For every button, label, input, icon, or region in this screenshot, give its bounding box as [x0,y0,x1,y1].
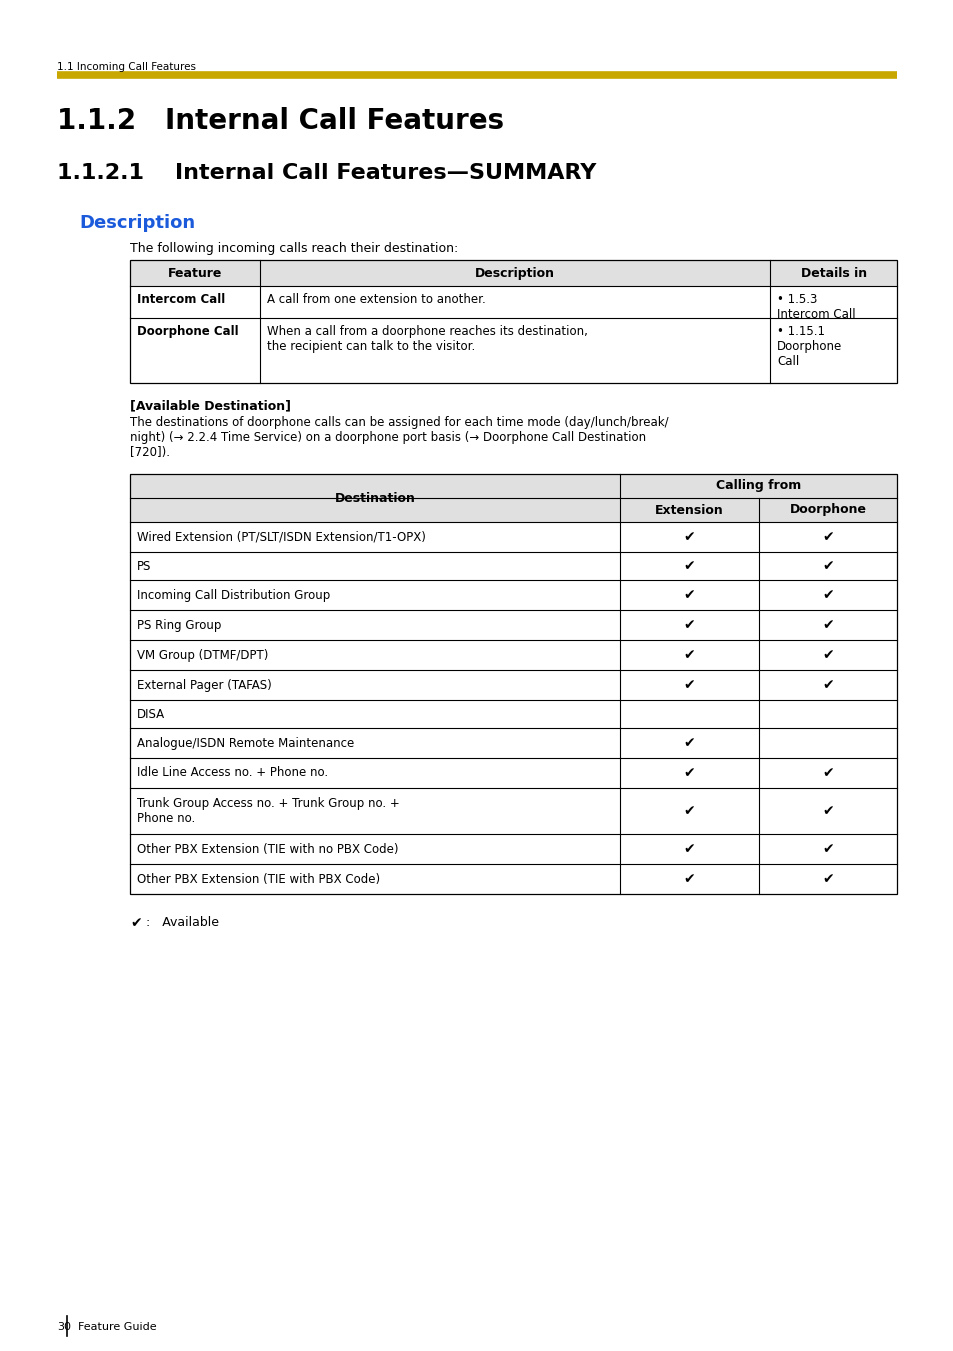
Text: ✔: ✔ [683,871,695,886]
Text: Wired Extension (PT/SLT/ISDN Extension/T1-OPX): Wired Extension (PT/SLT/ISDN Extension/T… [137,531,425,543]
Text: ✔: ✔ [683,559,695,573]
Text: ✔: ✔ [821,648,834,662]
Text: • 1.15.1
Doorphone
Call: • 1.15.1 Doorphone Call [776,326,841,367]
Text: PS: PS [137,559,152,573]
Text: Destination: Destination [335,492,415,504]
Bar [130,259,896,286]
Text: ✔: ✔ [683,842,695,857]
Text: External Pager (TAFAS): External Pager (TAFAS) [137,678,272,692]
Text: ✔: ✔ [130,916,141,929]
Text: ✔: ✔ [683,617,695,632]
Text: The following incoming calls reach their destination:: The following incoming calls reach their… [130,242,457,255]
Text: ✔: ✔ [683,804,695,817]
Text: Idle Line Access no. + Phone no.: Idle Line Access no. + Phone no. [137,766,328,780]
Text: ✔: ✔ [821,678,834,692]
Text: When a call from a doorphone reaches its destination,
the recipient can talk to : When a call from a doorphone reaches its… [267,326,587,353]
Text: ✔: ✔ [821,588,834,603]
Text: 1.1.2.1    Internal Call Features—SUMMARY: 1.1.2.1 Internal Call Features—SUMMARY [57,163,596,182]
Text: Trunk Group Access no. + Trunk Group no. +
Phone no.: Trunk Group Access no. + Trunk Group no.… [137,797,399,825]
Text: ✔: ✔ [683,530,695,544]
Text: 1.1 Incoming Call Features: 1.1 Incoming Call Features [57,62,195,72]
Text: Doorphone Call: Doorphone Call [137,326,238,338]
Bar [130,474,896,894]
Text: • 1.5.3
Intercom Call: • 1.5.3 Intercom Call [776,293,855,322]
Text: Feature: Feature [168,267,222,280]
Text: Intercom Call: Intercom Call [137,293,225,305]
Text: ✔: ✔ [821,871,834,886]
Text: The destinations of doorphone calls can be assigned for each time mode (day/lunc: The destinations of doorphone calls can … [130,416,668,459]
Bar [130,259,896,382]
Text: Analogue/ISDN Remote Maintenance: Analogue/ISDN Remote Maintenance [137,736,354,750]
Text: Calling from: Calling from [716,480,801,493]
Text: ✔: ✔ [683,588,695,603]
Text: ✔: ✔ [821,842,834,857]
Text: 1.1.2   Internal Call Features: 1.1.2 Internal Call Features [57,107,503,135]
Bar [130,499,896,521]
Text: Other PBX Extension (TIE with no PBX Code): Other PBX Extension (TIE with no PBX Cod… [137,843,398,855]
Text: ✔: ✔ [821,766,834,780]
Text: A call from one extension to another.: A call from one extension to another. [267,293,485,305]
Text: DISA: DISA [137,708,165,720]
Bar [130,259,896,382]
Text: Incoming Call Distribution Group: Incoming Call Distribution Group [137,589,330,601]
Text: :   Available: : Available [146,916,219,929]
Text: Other PBX Extension (TIE with PBX Code): Other PBX Extension (TIE with PBX Code) [137,873,379,885]
Text: Description: Description [475,267,555,280]
Text: Description: Description [79,213,195,232]
Text: PS Ring Group: PS Ring Group [137,619,221,631]
Text: Extension: Extension [655,504,723,516]
Text: ✔: ✔ [821,530,834,544]
Text: ✔: ✔ [821,617,834,632]
Text: ✔: ✔ [683,736,695,750]
Text: VM Group (DTMF/DPT): VM Group (DTMF/DPT) [137,648,268,662]
Bar [130,474,896,499]
Text: ✔: ✔ [821,804,834,817]
Text: Details in: Details in [801,267,866,280]
Text: ✔: ✔ [683,678,695,692]
Text: [Available Destination]: [Available Destination] [130,399,291,412]
Text: ✔: ✔ [683,766,695,780]
Text: ✔: ✔ [683,648,695,662]
Bar [130,474,896,894]
Text: Feature Guide: Feature Guide [78,1323,156,1332]
Text: Doorphone: Doorphone [789,504,866,516]
Text: 30: 30 [57,1323,71,1332]
Text: ✔: ✔ [821,559,834,573]
